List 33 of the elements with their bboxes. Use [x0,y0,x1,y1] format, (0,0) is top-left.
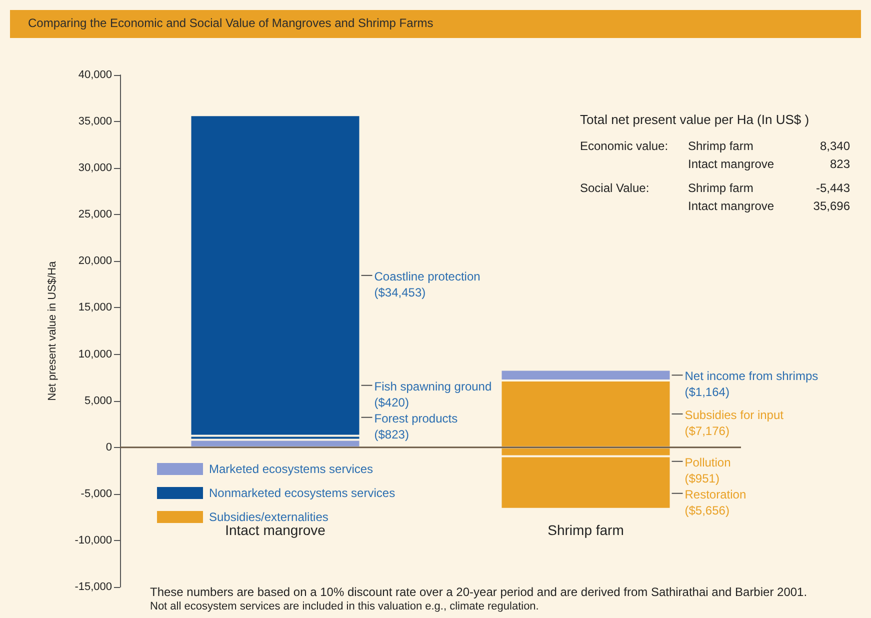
y-axis-title: Net present value in US$/Ha [46,260,58,401]
y-tick-label: 35,000 [78,116,112,128]
y-tick-label: 0 [106,441,112,454]
annotation: Net income from shrimps ($1,164) [684,369,818,400]
y-tick-label: 40,000 [78,69,112,81]
text: Intact mangrove 35,696 [688,199,850,213]
legend-label: Nonmarketed ecosystems services [209,486,396,500]
annotation: Fish spawning ground ($420) [374,379,492,410]
y-tick-label: 10,000 [78,348,112,360]
y-tick-label: 15,000 [78,302,112,314]
y-tick-label: 5,000 [84,394,112,407]
y-tick-label: 20,000 [78,255,112,268]
y-tick-label: -15,000 [74,581,112,593]
annotation: These numbers are based on a 10% discount rate over a 20-year period and are derived from Sathirathai and Barbier 2001. [150,585,808,599]
y-tick-label: -5,000 [80,488,112,500]
annotation: Subsidies for input ($7,176) [684,408,784,438]
annotation: Forest products ($823) [374,411,458,442]
legend-label: Marketed ecosystems services [209,462,374,476]
text: Not all ecosystem services are included in this valuation e.g., climate regulation. [150,600,539,612]
y-tick-label: 30,000 [78,162,112,174]
text: Intact mangrove 823 [688,157,850,171]
y-tick-label: 25,000 [78,208,112,221]
x-tick-label: Intact mangrove [225,522,326,538]
text: Social Value: Shrimp farm -5,443 [580,181,850,195]
y-tick-label: -10,000 [74,534,112,546]
x-tick-label: Shrimp farm [548,522,624,538]
legend-label: Subsidies/externalities [209,510,328,524]
annotation: Pollution ($951) [684,455,731,486]
annotation: Restoration ($5,656) [684,487,746,518]
annotation: Total net present value per Ha (In US$ ) [580,112,810,127]
text: Economic value: Shrimp farm 8,340 [580,139,850,153]
chart-title: Comparing the Economic and Social Value of Mangroves and Shrimp Farms [28,16,434,30]
annotation: Coastline protection ($34,453) [374,269,480,300]
